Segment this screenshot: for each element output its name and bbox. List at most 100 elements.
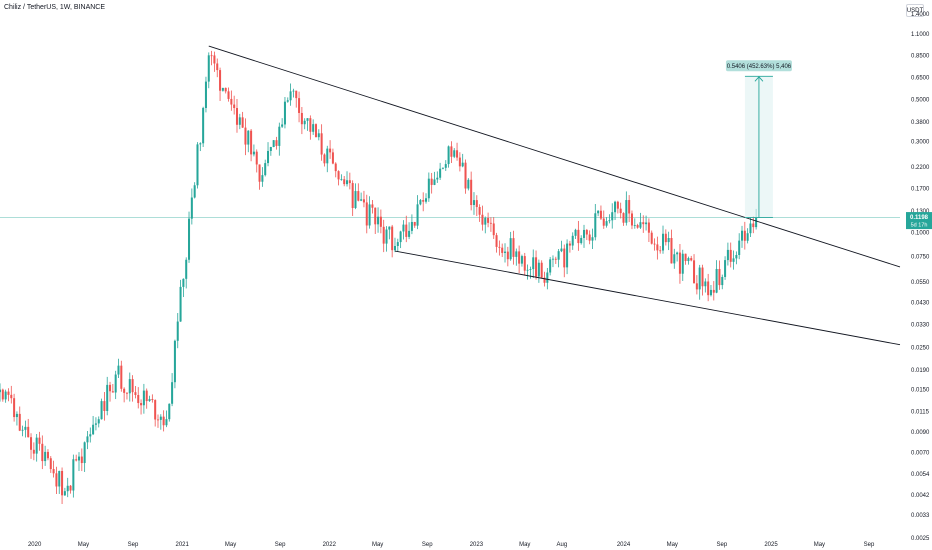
candle-body xyxy=(523,256,526,271)
candle-body xyxy=(633,225,636,226)
candle-body xyxy=(199,143,202,145)
candle-body xyxy=(676,252,679,255)
candle-body xyxy=(608,220,611,222)
y-tick-label: 0.3800 xyxy=(911,120,930,126)
candle-body xyxy=(594,213,597,238)
candle-body xyxy=(92,424,95,435)
candle-body xyxy=(492,223,495,236)
candle-body xyxy=(151,399,154,401)
currency-button[interactable]: USDT xyxy=(906,4,924,17)
candle-body xyxy=(441,167,444,169)
candle-body xyxy=(560,248,563,252)
candle-body xyxy=(642,222,645,225)
x-tick-label: Aug xyxy=(557,542,568,548)
y-tick-label: 0.2200 xyxy=(911,165,930,171)
candle-body xyxy=(216,63,219,71)
candle-body xyxy=(625,200,628,223)
candle-body xyxy=(106,384,109,411)
candle-body xyxy=(221,87,224,91)
candle-body xyxy=(707,281,710,296)
candle-body xyxy=(546,272,549,283)
candle-body xyxy=(425,198,428,202)
candle-body xyxy=(351,183,354,209)
candle-body xyxy=(543,277,546,283)
candle-body xyxy=(182,278,185,287)
candle-body xyxy=(224,87,227,92)
x-tick-label: May xyxy=(372,542,383,548)
x-tick-label: 2025 xyxy=(764,542,778,548)
candle-body xyxy=(357,191,360,201)
candle-body xyxy=(300,112,303,125)
candle-body xyxy=(732,258,735,262)
candle-body xyxy=(422,200,425,202)
candle-body xyxy=(664,233,667,243)
candle-body xyxy=(693,260,696,284)
candle-body xyxy=(450,146,453,157)
candle-body xyxy=(690,258,693,261)
measure-arrow xyxy=(754,76,764,82)
candle-body xyxy=(659,250,662,252)
candle-body xyxy=(233,104,236,109)
bar-countdown-label: 5d 17h xyxy=(911,223,928,229)
candle-body xyxy=(4,391,7,400)
candle-body xyxy=(678,252,681,274)
candle-body xyxy=(453,150,456,157)
candle-body xyxy=(103,401,106,411)
candle-body xyxy=(377,216,380,225)
candle-body xyxy=(475,200,478,208)
candle-body xyxy=(303,120,306,125)
candle-body xyxy=(348,180,351,184)
candle-body xyxy=(120,365,123,389)
candle-body xyxy=(185,259,188,279)
candle-body xyxy=(430,178,433,185)
candle-body xyxy=(746,233,749,241)
candle-body xyxy=(650,232,653,244)
y-tick-label: 0.1000 xyxy=(911,231,930,237)
candle-body xyxy=(298,98,301,113)
candle-body xyxy=(709,289,712,296)
candle-body xyxy=(520,256,523,264)
candle-body xyxy=(100,401,103,420)
candle-body xyxy=(250,130,253,155)
candle-body xyxy=(329,148,332,153)
candle-body xyxy=(374,207,377,225)
candle-body xyxy=(526,269,529,271)
candle-body xyxy=(582,229,586,238)
candle-body xyxy=(94,423,97,425)
candle-body xyxy=(179,286,182,322)
candle-body xyxy=(385,229,388,244)
candle-body xyxy=(340,179,343,181)
candle-body xyxy=(535,257,538,277)
candle-body xyxy=(721,276,724,286)
y-tick-label: 0.0250 xyxy=(911,345,930,351)
candle-body xyxy=(7,391,10,395)
candle-body xyxy=(433,179,436,185)
candle-body xyxy=(168,403,171,420)
candle-body xyxy=(645,222,648,225)
candle-body xyxy=(540,262,543,278)
candle-body xyxy=(399,231,402,243)
candle-body xyxy=(134,392,137,395)
y-tick-label: 0.1300 xyxy=(911,209,930,215)
candle-body xyxy=(670,238,673,264)
y-tick-label: 0.0750 xyxy=(911,254,930,260)
y-tick-label: 0.6500 xyxy=(911,76,930,82)
candle-body xyxy=(495,235,498,247)
candle-body xyxy=(656,244,659,251)
candle-body xyxy=(323,154,326,164)
candle-body xyxy=(326,148,329,164)
candle-body xyxy=(487,217,490,223)
candle-body xyxy=(574,229,577,236)
candle-body xyxy=(755,217,758,228)
candle-body xyxy=(661,233,665,251)
candle-body xyxy=(427,178,430,199)
candle-body xyxy=(393,245,396,251)
candle-body xyxy=(188,218,191,260)
candle-body xyxy=(365,202,368,226)
y-tick-label: 0.0042 xyxy=(911,493,930,499)
candle-body xyxy=(585,229,588,235)
candle-body xyxy=(472,200,475,206)
candle-body xyxy=(599,210,602,219)
candle-body xyxy=(580,237,583,244)
